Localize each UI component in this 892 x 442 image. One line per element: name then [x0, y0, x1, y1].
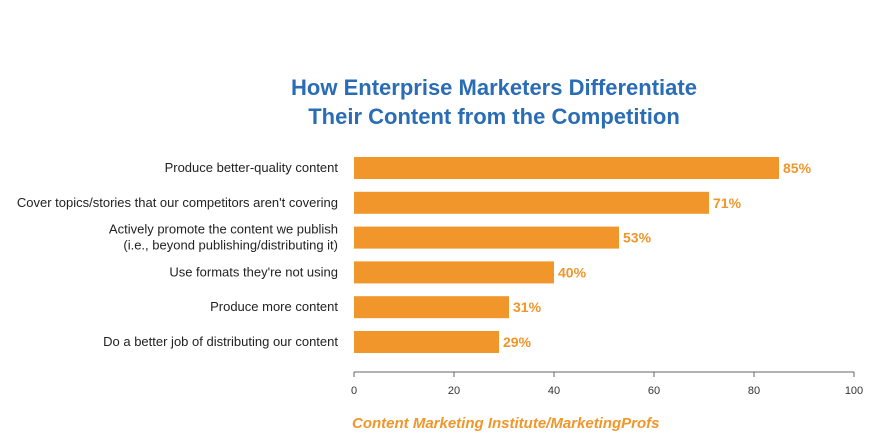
category-label-2: Cover topics/stories that our competitor…	[17, 195, 338, 210]
value-label-4: 40%	[558, 264, 587, 280]
bar-3	[354, 226, 619, 249]
x-tick-label-100: 100	[845, 385, 863, 397]
value-label-6: 29%	[503, 334, 532, 350]
chart-title-line-1: How Enterprise Marketers Differentiate	[291, 75, 697, 100]
category-label-3-line-2: (i.e., beyond publishing/distributing it…	[123, 238, 338, 253]
source-credit: Content Marketing Institute/MarketingPro…	[352, 415, 660, 432]
chart-title-line-2: Their Content from the Competition	[308, 104, 680, 129]
bar-2	[354, 191, 709, 214]
bar-6	[354, 331, 499, 353]
x-tick-label-20: 20	[448, 385, 460, 397]
bar-4	[354, 261, 554, 284]
category-label-4: Use formats they're not using	[169, 264, 338, 279]
x-tick-label-60: 60	[648, 385, 660, 397]
category-label-5: Produce more content	[210, 299, 338, 314]
value-label-2: 71%	[713, 195, 742, 211]
category-label-1: Produce better-quality content	[165, 160, 339, 175]
value-label-5: 31%	[513, 299, 542, 315]
bar-1	[354, 157, 779, 179]
value-label-3: 53%	[623, 230, 652, 246]
x-tick-label-80: 80	[748, 385, 760, 397]
x-tick-label-0: 0	[351, 385, 357, 397]
category-label-6: Do a better job of distributing our cont…	[103, 334, 338, 349]
category-label-3-line-1: Actively promote the content we publish	[109, 222, 338, 237]
bar-5	[354, 296, 509, 319]
x-tick-label-40: 40	[548, 385, 560, 397]
value-label-1: 85%	[783, 160, 812, 176]
